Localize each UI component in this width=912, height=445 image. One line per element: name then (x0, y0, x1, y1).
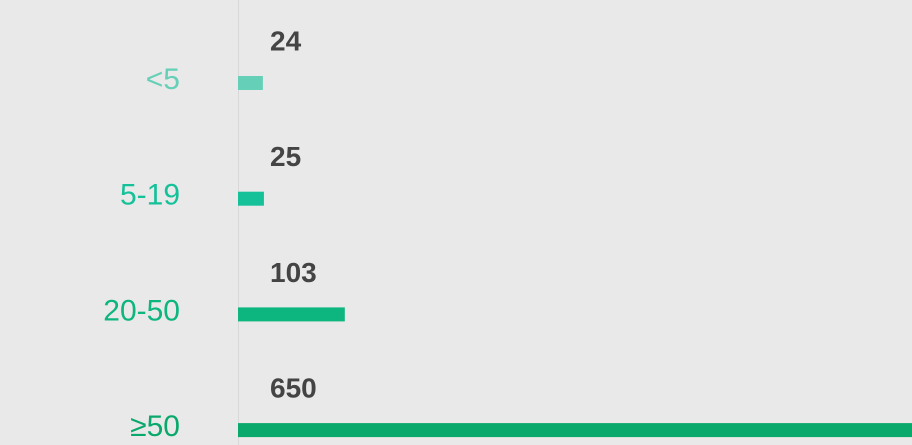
category-label: <5 (146, 63, 180, 96)
value-label: 24 (270, 25, 302, 56)
bar (238, 191, 264, 206)
category-label: 5-19 (120, 179, 180, 212)
bar (238, 423, 912, 438)
bar (238, 76, 263, 90)
category-label: ≥50 (130, 410, 180, 443)
value-label: 650 (270, 372, 317, 403)
category-label: 20-50 (103, 294, 180, 327)
value-label: 25 (270, 141, 301, 172)
bar (238, 307, 345, 322)
value-label: 103 (270, 257, 317, 288)
